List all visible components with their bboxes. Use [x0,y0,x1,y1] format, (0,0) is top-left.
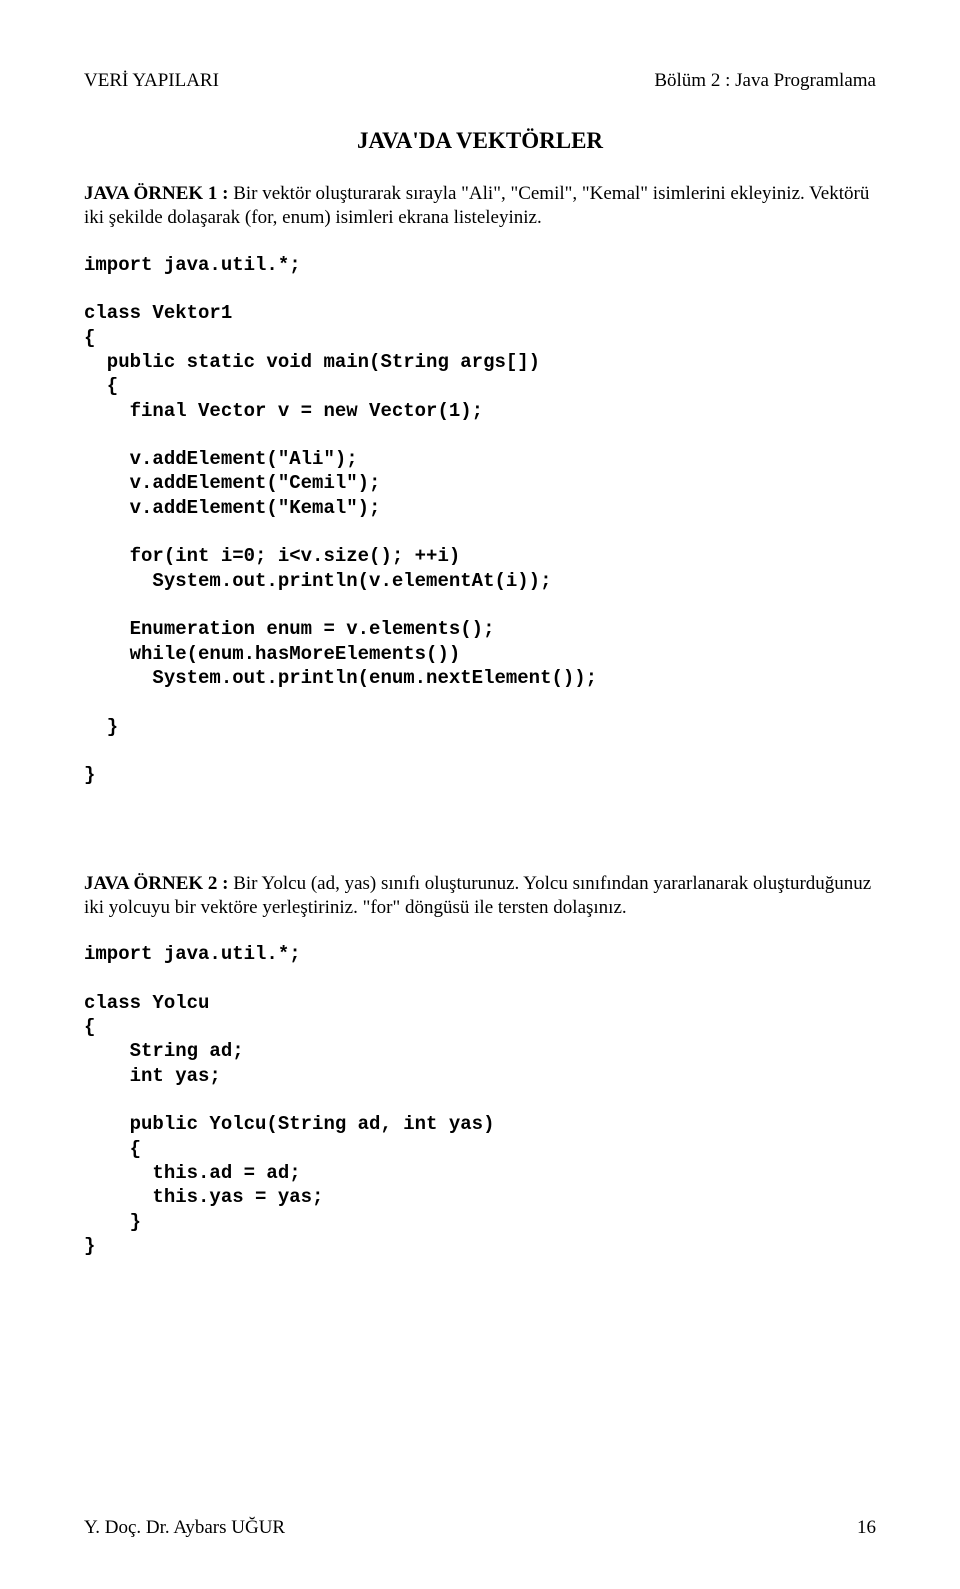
example-1-label: JAVA ÖRNEK 1 : [84,183,233,204]
header-left: VERİ YAPILARI [84,70,219,92]
page-header: VERİ YAPILARI Bölüm 2 : Java Programlama [84,70,876,92]
example-2-desc: JAVA ÖRNEK 2 : Bir Yolcu (ad, yas) sınıf… [84,872,876,921]
code-block-2: import java.util.*; class Yolcu { String… [84,942,876,1258]
footer-page-number: 16 [857,1517,876,1539]
header-right: Bölüm 2 : Java Programlama [654,70,876,92]
example-2-label: JAVA ÖRNEK 2 : [84,873,233,894]
code-block-1: import java.util.*; class Vektor1 { publ… [84,253,876,788]
page-title: JAVA'DA VEKTÖRLER [84,128,876,154]
page: VERİ YAPILARI Bölüm 2 : Java Programlama… [0,0,960,1589]
page-footer: Y. Doç. Dr. Aybars UĞUR 16 [84,1517,876,1539]
spacer [84,816,876,872]
example-1-desc: JAVA ÖRNEK 1 : Bir vektör oluşturarak sı… [84,182,876,231]
footer-author: Y. Doç. Dr. Aybars UĞUR [84,1517,285,1539]
